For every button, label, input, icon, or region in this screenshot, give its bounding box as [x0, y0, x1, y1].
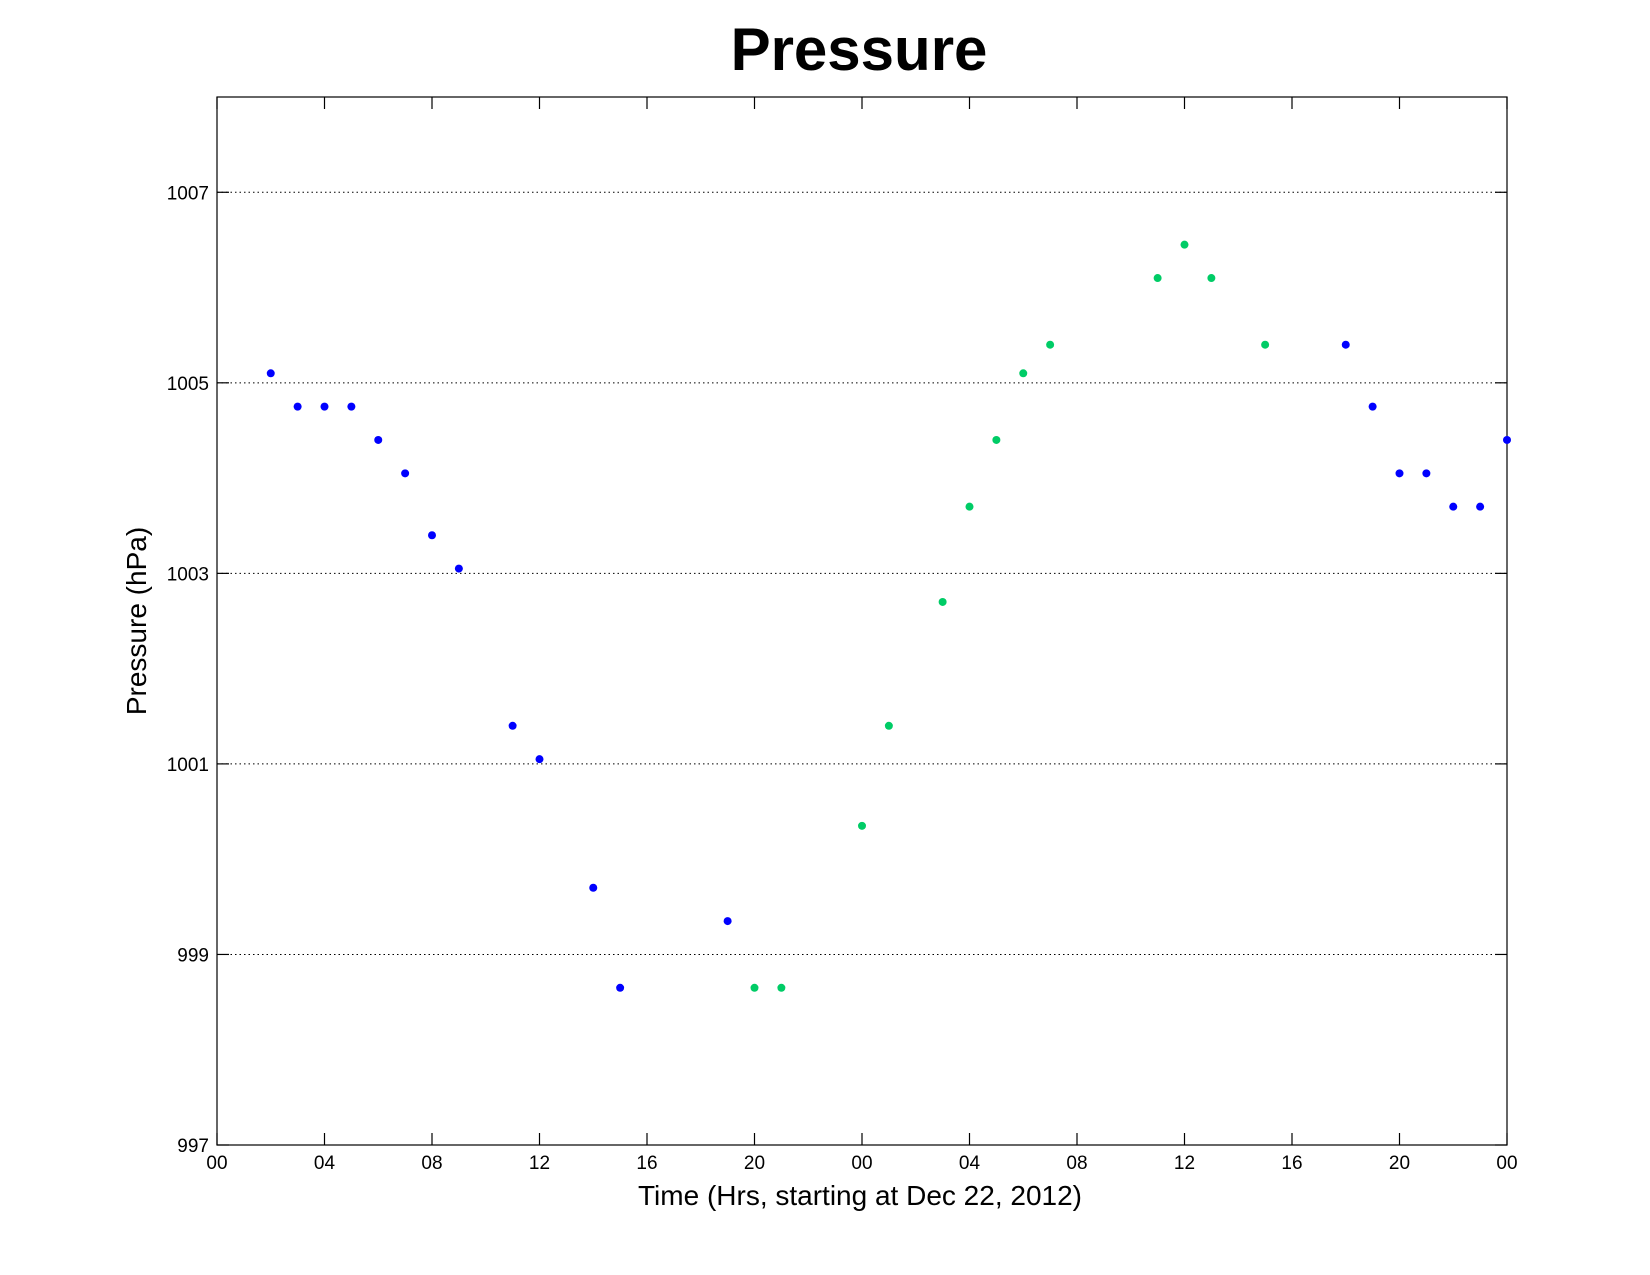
x-tick-label: 12 [529, 1153, 550, 1174]
data-point [777, 983, 786, 992]
data-point [535, 755, 544, 764]
data-point [1261, 340, 1270, 349]
x-axis-label: Time (Hrs, starting at Dec 22, 2012) [638, 1180, 1082, 1211]
data-point [858, 821, 866, 830]
data-point [1476, 502, 1485, 511]
x-tick-label: 16 [636, 1153, 657, 1174]
data-point [589, 883, 598, 892]
data-point [266, 369, 275, 378]
x-tick-label: 08 [1066, 1153, 1087, 1174]
data-point [454, 564, 463, 573]
x-tick-label: 20 [1389, 1153, 1410, 1174]
x-tick-label: 16 [1281, 1153, 1302, 1174]
data-point [965, 502, 974, 511]
x-tick-label: 00 [851, 1153, 872, 1174]
data-points [266, 240, 1511, 992]
data-point [616, 983, 625, 992]
y-tick-label: 997 [177, 1136, 209, 1157]
data-point [992, 435, 1001, 444]
y-tick-labels: 997 999 1001 1003 1005 1007 [167, 183, 209, 1157]
y-tick-label: 1003 [167, 564, 209, 585]
y-tick-label: 999 [177, 945, 209, 966]
chart-title: Pressure [731, 16, 988, 83]
data-point [374, 435, 383, 444]
plot-area-frame [216, 96, 1508, 1146]
x-tick-label: 04 [314, 1153, 336, 1174]
gridlines [217, 191, 1507, 955]
data-point [1180, 240, 1189, 249]
x-tick-label: 20 [744, 1153, 765, 1174]
axis-ticks [216, 97, 1508, 1146]
y-tick-label: 1005 [167, 374, 209, 395]
data-point [1422, 469, 1431, 478]
data-point [1395, 469, 1404, 478]
y-tick-label: 1001 [167, 755, 209, 776]
data-point [508, 721, 517, 730]
x-tick-label: 04 [959, 1153, 981, 1174]
data-point [1368, 402, 1377, 411]
x-tick-label: 00 [1496, 1153, 1517, 1174]
data-point [401, 469, 410, 478]
data-point [320, 402, 329, 411]
data-point [1153, 274, 1162, 283]
data-point [347, 402, 356, 411]
data-point [938, 597, 947, 606]
data-point [1341, 340, 1350, 349]
data-point [1503, 435, 1511, 444]
data-point [1046, 340, 1055, 349]
x-tick-label: 08 [421, 1153, 442, 1174]
data-point [750, 983, 759, 992]
y-tick-label: 1007 [167, 183, 209, 204]
data-point [1449, 502, 1458, 511]
x-tick-label: 00 [206, 1153, 227, 1174]
data-point [1207, 274, 1216, 283]
x-tick-label: 12 [1174, 1153, 1195, 1174]
data-point [723, 917, 732, 926]
data-point [293, 402, 302, 411]
y-axis-label: Pressure (hPa) [121, 527, 152, 715]
data-point [884, 721, 893, 730]
data-point [428, 531, 436, 540]
data-point [1019, 369, 1028, 378]
x-tick-labels: 00 04 08 12 16 20 00 04 08 12 16 20 00 [206, 1153, 1517, 1174]
